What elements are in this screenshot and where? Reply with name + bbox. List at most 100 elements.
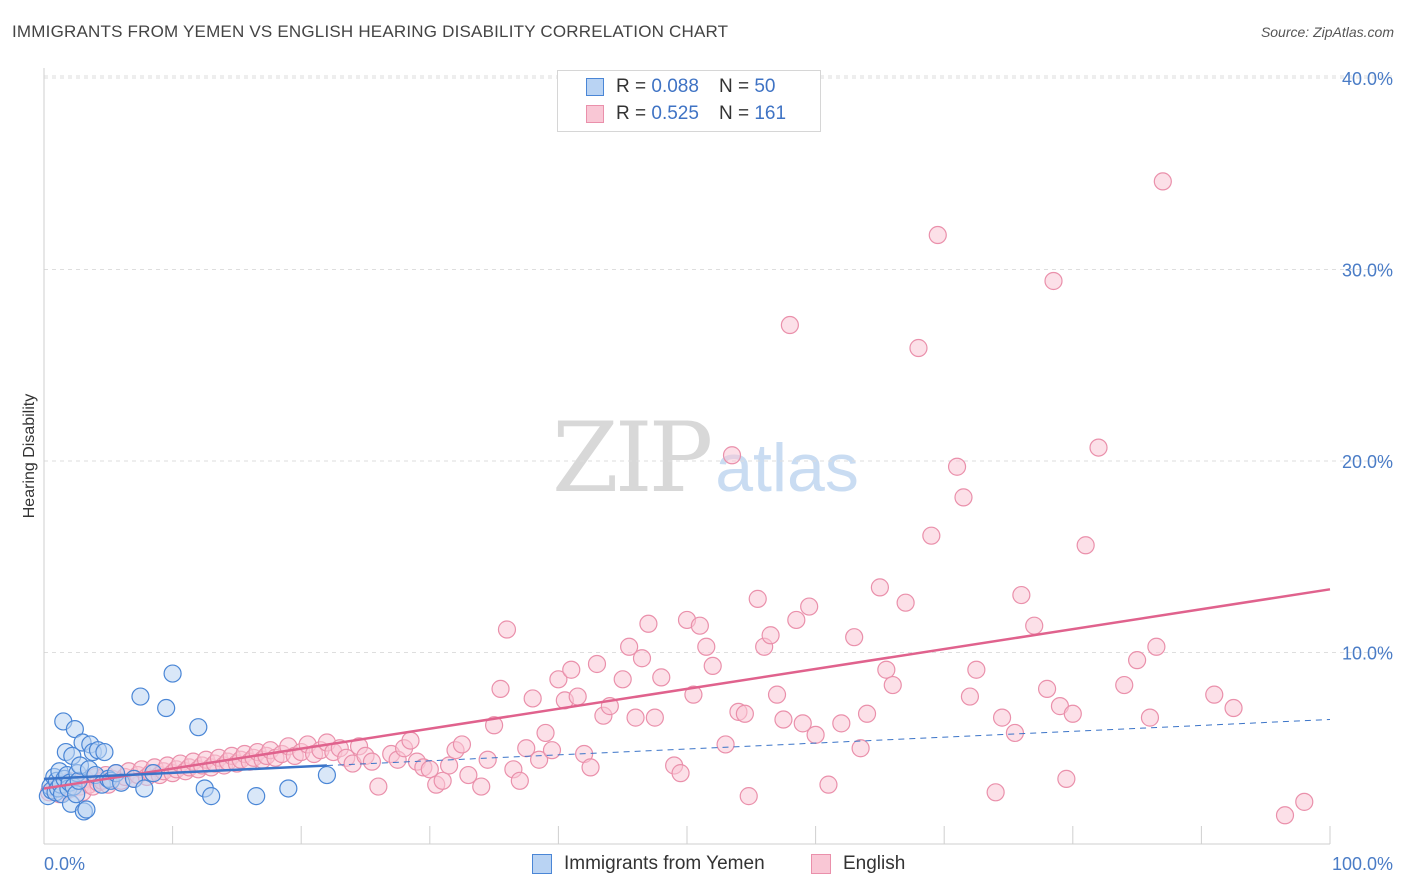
english-point [832, 714, 851, 733]
legend-swatch-yemen [586, 78, 604, 96]
yemen-point [65, 719, 84, 739]
legend-n-label: N = [718, 76, 750, 97]
english-point [1044, 271, 1063, 291]
english-point [819, 775, 838, 794]
english-point [369, 777, 388, 796]
english-point [452, 735, 472, 754]
english-point [1063, 704, 1082, 723]
english-point [690, 616, 709, 635]
english-point [703, 656, 722, 676]
english-point [870, 578, 890, 597]
bottom-legend-swatch-yemen [532, 854, 552, 874]
chart-title: IMMIGRANTS FROM YEMEN VS ENGLISH HEARING… [12, 22, 729, 41]
english-point [986, 783, 1005, 802]
english-point [652, 668, 671, 687]
english-point [536, 723, 555, 743]
english-point [459, 765, 478, 785]
english-point [639, 614, 658, 633]
legend-n-label: N = [718, 103, 750, 124]
english-point [626, 708, 645, 727]
y-tick-label: 20.0% [1342, 452, 1393, 472]
english-point [1012, 585, 1031, 605]
english-point [697, 637, 716, 656]
english-point [1205, 685, 1224, 704]
english-point [620, 637, 639, 656]
english-point [587, 654, 607, 674]
yemen-point [247, 787, 266, 806]
english-point [992, 708, 1012, 727]
yemen-point [157, 698, 176, 718]
yemen-point [77, 800, 96, 819]
english-point [967, 660, 986, 679]
english-point [491, 679, 510, 698]
english-point [1037, 679, 1057, 698]
english-point [671, 764, 690, 783]
bottom-legend-swatch-english [811, 854, 831, 874]
bottom-legend-english[interactable]: English [811, 852, 905, 876]
legend-swatch-english [586, 105, 604, 123]
english-point [613, 670, 632, 689]
english-point [581, 758, 600, 777]
legend-r-label: R = [616, 103, 647, 124]
english-point [472, 777, 491, 796]
x-tick-label: 0.0% [44, 854, 85, 874]
english-point [722, 446, 742, 465]
yemen-point [163, 664, 182, 683]
yemen-points [38, 664, 337, 821]
english-point [568, 687, 587, 706]
axes [43, 68, 1331, 845]
english-trend-line [43, 588, 1331, 790]
english-point [497, 620, 517, 639]
english-point [748, 589, 767, 608]
english-point [857, 704, 877, 723]
english-point [439, 756, 459, 775]
legend-row-yemen: R = 0.088 N = 50 [586, 75, 775, 99]
english-point [922, 526, 941, 545]
english-point [739, 787, 758, 806]
legend-n-value: 161 [754, 103, 787, 124]
english-points [40, 172, 1314, 825]
bottom-legend-yemen[interactable]: Immigrants from Yemen [532, 852, 765, 876]
english-point [549, 670, 568, 689]
english-point [1295, 792, 1314, 811]
english-point [716, 735, 735, 754]
english-point [1224, 698, 1243, 718]
english-point [362, 752, 382, 771]
x-tick-label: 100.0% [1332, 854, 1393, 874]
yemen-point [131, 687, 150, 706]
english-point [1025, 616, 1044, 635]
english-point [478, 750, 497, 769]
legend-r-label: R = [616, 76, 647, 97]
english-point [793, 714, 812, 733]
english-point [845, 628, 864, 647]
english-point [530, 750, 549, 769]
english-point [433, 771, 452, 790]
bottom-legend-label-yemen: Immigrants from Yemen [564, 853, 765, 874]
yemen-point [279, 779, 298, 798]
english-point [510, 771, 529, 790]
english-point [1147, 637, 1166, 656]
english-point [1076, 536, 1095, 555]
english-point [960, 687, 980, 706]
tick-labels: 10.0% 20.0% 30.0% 40.0% 0.0% 100.0% [44, 69, 1393, 874]
english-point [877, 660, 896, 679]
english-point [1057, 769, 1076, 788]
y-tick-label: 10.0% [1342, 644, 1393, 664]
legend-r-value: 0.088 [651, 76, 699, 97]
english-point [401, 731, 420, 750]
english-point [928, 225, 947, 245]
english-point [1005, 723, 1025, 743]
grid-lines [44, 75, 1394, 653]
english-point [954, 488, 973, 507]
english-point [947, 457, 967, 476]
legend-r-value: 0.525 [651, 103, 699, 124]
english-point [1089, 438, 1108, 457]
english-point [1140, 708, 1160, 727]
yemen-point [95, 742, 114, 762]
yemen-point [202, 787, 221, 806]
yemen-point [189, 718, 208, 737]
english-point [1115, 675, 1134, 695]
source-credit: Source: ZipAtlas.com [1260, 24, 1394, 40]
english-point [787, 610, 806, 630]
